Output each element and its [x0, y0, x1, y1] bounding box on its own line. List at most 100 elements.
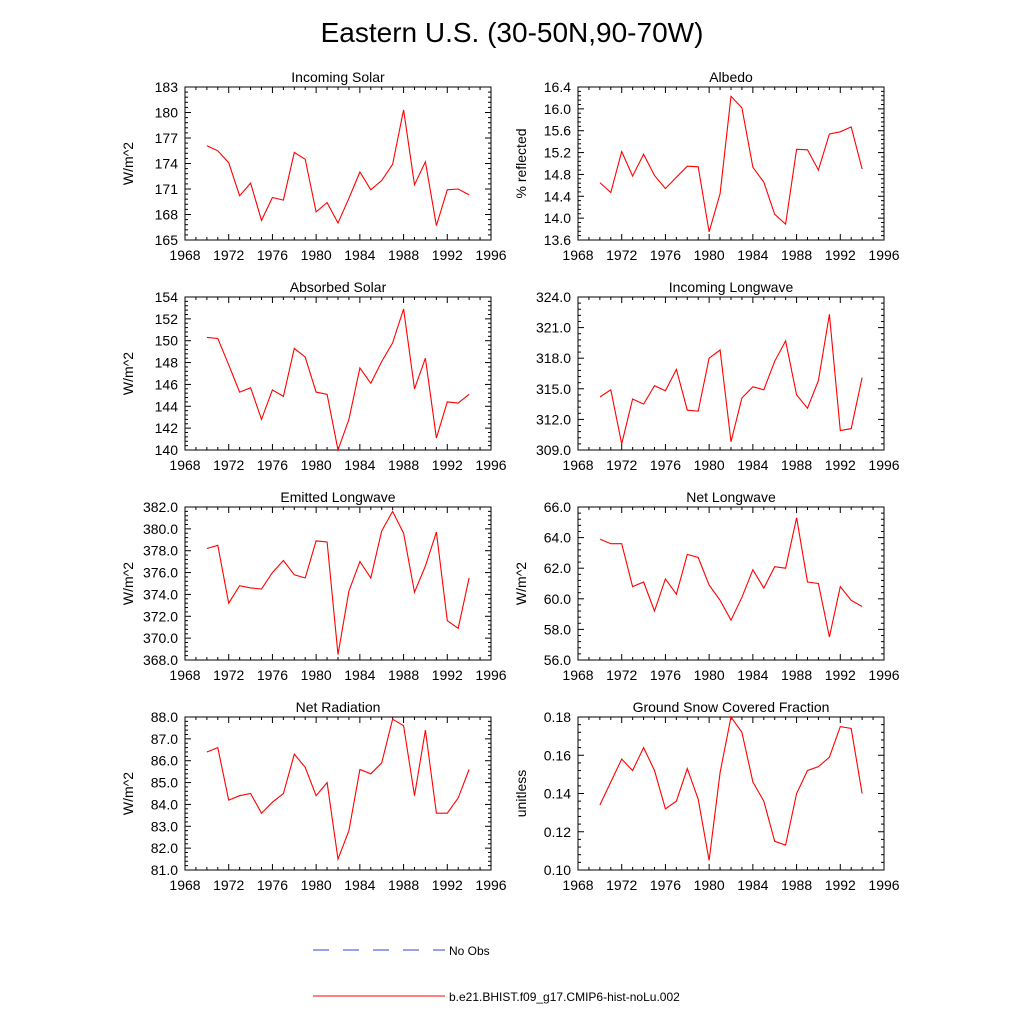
data-line [206, 109, 470, 226]
y-tick-label: 374.0 [143, 586, 178, 602]
y-tick-label: 382.0 [143, 499, 178, 515]
x-tick-label: 1996 [868, 877, 899, 893]
x-tick-label: 1984 [344, 877, 375, 893]
chart-panel: Emitted Longwave W/m^2 368.0 370.0 372.0 374.… [120, 489, 507, 683]
y-tick-label: 376.0 [143, 565, 178, 581]
y-tick-label: 324.0 [536, 289, 571, 305]
y-axis-label: unitless [513, 770, 529, 817]
data-line [599, 314, 863, 445]
x-tick-label: 1968 [169, 667, 200, 683]
y-tick-label: 66.0 [544, 499, 571, 515]
page-title: Eastern U.S. (30-50N,90-70W) [321, 17, 704, 48]
x-tick-label: 1980 [301, 247, 332, 263]
y-axis-label: W/m^2 [513, 562, 529, 605]
x-tick-label: 1972 [213, 247, 244, 263]
plot-frame [577, 296, 885, 451]
x-tick-label: 1988 [388, 247, 419, 263]
y-tick-label: 82.0 [151, 840, 178, 856]
chart-title: Net Longwave [686, 489, 776, 505]
plot-frame [577, 716, 885, 871]
data-line [206, 510, 470, 655]
chart-title: Incoming Solar [291, 69, 385, 85]
y-tick-label: 86.0 [151, 753, 178, 769]
y-tick-label: 56.0 [544, 652, 571, 668]
y-tick-label: 0.12 [544, 824, 571, 840]
legend-no-obs-label: No Obs [449, 944, 490, 958]
y-tick-label: 60.0 [544, 591, 571, 607]
x-tick-label: 1968 [562, 247, 593, 263]
y-tick-label: 150 [155, 333, 179, 349]
x-tick-label: 1968 [562, 877, 593, 893]
chart-panel: Absorbed Solar W/m^2 140 142 144 146 148 150 152… [120, 279, 507, 473]
y-tick-label: 165 [155, 232, 179, 248]
x-tick-label: 1972 [213, 667, 244, 683]
chart-title: Ground Snow Covered Fraction [633, 699, 830, 715]
x-tick-label: 1980 [694, 877, 725, 893]
legend-model-label: b.e21.BHIST.f09_g17.CMIP6-hist-noLu.002 [449, 990, 680, 1004]
x-tick-label: 1972 [213, 877, 244, 893]
y-tick-label: 0.16 [544, 747, 571, 763]
y-tick-label: 318.0 [536, 350, 571, 366]
y-tick-label: 309.0 [536, 442, 571, 458]
x-tick-label: 1968 [169, 457, 200, 473]
x-tick-label: 1976 [650, 667, 681, 683]
x-tick-label: 1980 [694, 457, 725, 473]
y-tick-label: 148 [155, 355, 179, 371]
x-tick-label: 1992 [432, 247, 463, 263]
legend: No Obs b.e21.BHIST.f09_g17.CMIP6-hist-no… [313, 944, 680, 1004]
y-tick-label: 83.0 [151, 818, 178, 834]
y-tick-label: 171 [155, 181, 179, 197]
plot-frame [184, 86, 492, 241]
y-tick-label: 180 [155, 105, 179, 121]
x-tick-label: 1992 [432, 877, 463, 893]
x-tick-label: 1980 [301, 667, 332, 683]
x-tick-label: 1984 [344, 247, 375, 263]
chart-panel: Net Longwave W/m^2 56.0 58.0 60.0 62.0 64.0 66.… [513, 489, 900, 683]
x-tick-label: 1996 [475, 877, 506, 893]
y-tick-label: 174 [155, 156, 179, 172]
x-tick-label: 1996 [475, 667, 506, 683]
x-tick-label: 1980 [301, 877, 332, 893]
x-tick-label: 1996 [475, 457, 506, 473]
y-tick-label: 0.18 [544, 709, 571, 725]
x-tick-label: 1980 [694, 247, 725, 263]
x-tick-label: 1976 [650, 247, 681, 263]
x-tick-label: 1992 [825, 667, 856, 683]
x-tick-label: 1972 [213, 457, 244, 473]
x-tick-label: 1976 [257, 247, 288, 263]
data-line [206, 718, 470, 862]
y-tick-label: 13.6 [544, 232, 571, 248]
plot-frame [184, 296, 492, 451]
y-tick-label: 144 [155, 398, 179, 414]
x-tick-label: 1972 [606, 457, 637, 473]
x-tick-label: 1968 [562, 667, 593, 683]
y-tick-label: 15.6 [544, 123, 571, 139]
chart-panels: Incoming Solar W/m^2 165 168 171 174 177 180 183… [120, 69, 900, 893]
y-tick-label: 380.0 [143, 521, 178, 537]
y-axis-label: W/m^2 [120, 772, 136, 815]
chart-panel: Albedo % reflected 13.6 14.0 14.4 14.8 15.2 15.… [513, 69, 900, 263]
data-line [599, 715, 863, 861]
chart-panel: Net Radiation W/m^2 81.0 82.0 83.0 84.0 85.0 86… [120, 699, 507, 893]
x-tick-label: 1992 [432, 667, 463, 683]
y-tick-label: 146 [155, 376, 179, 392]
x-tick-label: 1976 [257, 667, 288, 683]
y-tick-label: 84.0 [151, 796, 178, 812]
x-tick-label: 1988 [388, 457, 419, 473]
y-tick-label: 177 [155, 130, 179, 146]
y-tick-label: 378.0 [143, 543, 178, 559]
x-tick-label: 1996 [868, 667, 899, 683]
x-tick-label: 1988 [781, 667, 812, 683]
y-tick-label: 152 [155, 311, 179, 327]
x-tick-label: 1976 [650, 877, 681, 893]
x-tick-label: 1972 [606, 247, 637, 263]
y-axis-label: % reflected [513, 128, 529, 198]
y-tick-label: 154 [155, 289, 179, 305]
y-tick-label: 368.0 [143, 652, 178, 668]
x-tick-label: 1984 [737, 877, 768, 893]
y-tick-label: 372.0 [143, 608, 178, 624]
x-tick-label: 1996 [868, 457, 899, 473]
y-tick-label: 58.0 [544, 621, 571, 637]
chart-title: Incoming Longwave [669, 279, 794, 295]
